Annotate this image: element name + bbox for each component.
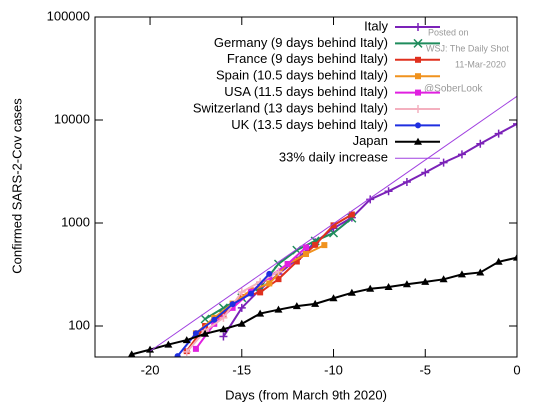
marker bbox=[384, 283, 393, 291]
marker bbox=[201, 329, 210, 337]
marker bbox=[237, 303, 246, 312]
marker bbox=[192, 345, 199, 352]
marker bbox=[237, 319, 246, 327]
watermark: @SoberLook bbox=[424, 84, 484, 95]
marker bbox=[321, 242, 328, 249]
marker bbox=[200, 314, 210, 324]
marker bbox=[247, 290, 254, 297]
marker bbox=[303, 251, 309, 258]
y-tick-label: 10000 bbox=[54, 111, 90, 126]
marker bbox=[476, 139, 485, 148]
marker bbox=[266, 270, 273, 277]
marker bbox=[402, 177, 411, 186]
x-tick-label: -20 bbox=[141, 362, 160, 377]
marker bbox=[330, 222, 337, 229]
series-line bbox=[149, 95, 517, 352]
marker bbox=[174, 353, 181, 357]
watermark: 11-Mar-2020 bbox=[455, 59, 506, 69]
marker bbox=[237, 287, 246, 296]
marker bbox=[257, 289, 264, 296]
marker bbox=[274, 267, 283, 276]
marker bbox=[457, 150, 466, 159]
marker bbox=[274, 305, 283, 313]
series-line bbox=[131, 256, 517, 356]
marker bbox=[366, 284, 375, 292]
marker bbox=[328, 228, 339, 238]
marker bbox=[347, 288, 356, 296]
marker bbox=[402, 280, 411, 288]
marker bbox=[513, 119, 517, 128]
marker bbox=[266, 280, 273, 287]
marker bbox=[366, 195, 375, 204]
marker bbox=[415, 73, 421, 80]
marker bbox=[275, 276, 282, 283]
x-tick-label: 0 bbox=[513, 362, 520, 377]
y-axis-label: Confirmed SARS-2-Cov cases bbox=[9, 98, 24, 274]
marker bbox=[192, 330, 199, 337]
marker bbox=[415, 122, 421, 129]
marker bbox=[182, 347, 191, 356]
x-tick-label: -10 bbox=[324, 362, 343, 377]
marker bbox=[229, 301, 236, 308]
legend-label: Switzerland (13 days behind Italy) bbox=[193, 100, 388, 115]
marker bbox=[414, 105, 422, 113]
plot-area bbox=[127, 95, 517, 357]
plot-border bbox=[94, 16, 518, 358]
legend-label: Italy bbox=[364, 18, 388, 33]
marker bbox=[439, 158, 448, 167]
marker bbox=[256, 309, 265, 317]
legend-label: France (9 days behind Italy) bbox=[227, 51, 388, 66]
marker bbox=[413, 38, 423, 48]
marker bbox=[494, 129, 503, 138]
marker bbox=[182, 336, 191, 344]
marker bbox=[219, 325, 228, 333]
y-tick-label: 100000 bbox=[47, 8, 90, 23]
marker bbox=[303, 244, 309, 251]
marker bbox=[414, 23, 422, 31]
marker bbox=[494, 257, 503, 265]
marker bbox=[229, 304, 236, 311]
marker bbox=[127, 350, 136, 357]
marker bbox=[348, 211, 355, 218]
marker bbox=[476, 268, 485, 276]
marker bbox=[219, 332, 228, 341]
legend-label: Spain (10.5 days behind Italy) bbox=[216, 68, 388, 83]
x-tick-label: -15 bbox=[232, 362, 251, 377]
marker bbox=[273, 259, 284, 269]
marker bbox=[415, 56, 421, 63]
marker bbox=[311, 299, 320, 307]
marker bbox=[414, 137, 422, 145]
marker bbox=[415, 89, 421, 96]
marker bbox=[513, 253, 517, 261]
marker bbox=[312, 241, 319, 248]
legend-label: Germany (9 days behind Italy) bbox=[214, 35, 388, 50]
marker bbox=[439, 275, 448, 283]
marker bbox=[293, 258, 300, 265]
y-tick-label: 1000 bbox=[61, 214, 90, 229]
marker bbox=[421, 168, 430, 177]
marker bbox=[211, 316, 218, 323]
marker bbox=[219, 313, 228, 322]
series-line bbox=[195, 244, 325, 335]
legend-label: UK (13.5 days behind Italy) bbox=[231, 117, 388, 132]
marker bbox=[421, 277, 430, 285]
x-tick-label: -5 bbox=[419, 362, 431, 377]
marker bbox=[457, 270, 466, 278]
marker bbox=[329, 294, 338, 302]
marker bbox=[292, 302, 301, 310]
legend-label: 33% daily increase bbox=[279, 150, 388, 165]
y-tick-label: 100 bbox=[68, 317, 90, 332]
x-axis-label: Days (from March 9th 2020) bbox=[225, 387, 387, 402]
marker bbox=[164, 340, 173, 348]
marker bbox=[284, 260, 291, 267]
legend-label: USA (11.5 days behind Italy) bbox=[224, 84, 388, 99]
legend-label: Japan bbox=[353, 133, 388, 148]
watermark: Posted on bbox=[428, 27, 469, 37]
marker bbox=[384, 187, 393, 196]
watermark: WSJ: The Daily Shot bbox=[426, 43, 509, 53]
